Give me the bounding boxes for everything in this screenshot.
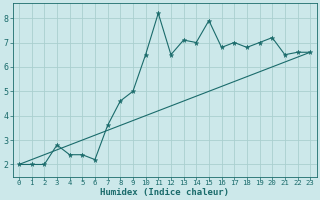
X-axis label: Humidex (Indice chaleur): Humidex (Indice chaleur)	[100, 188, 229, 197]
